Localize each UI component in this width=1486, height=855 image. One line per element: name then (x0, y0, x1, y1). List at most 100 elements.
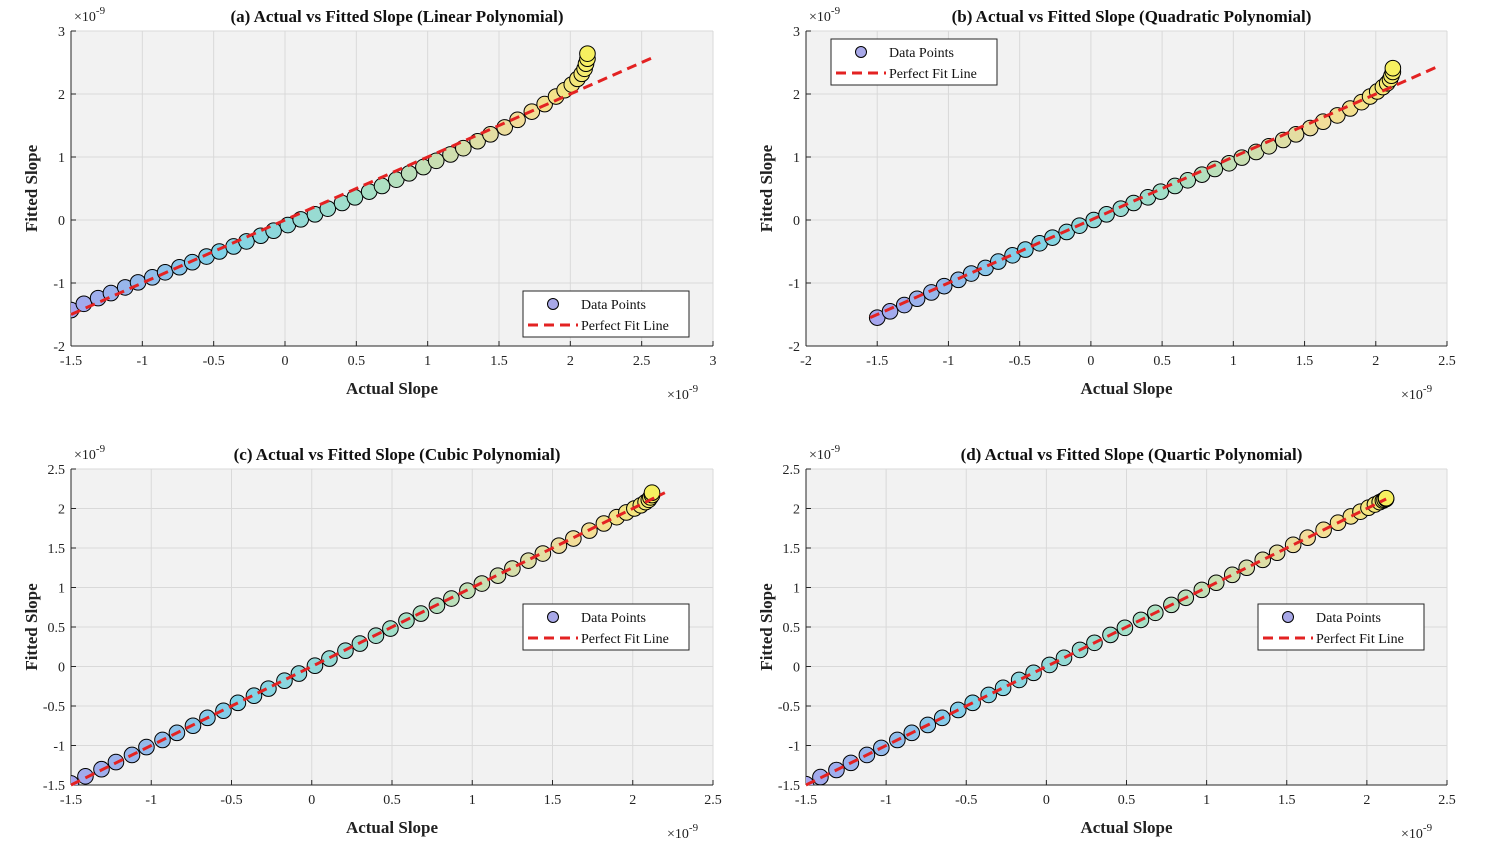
x-tick-label: -0.5 (220, 793, 242, 808)
x-tick-label: 2 (567, 354, 574, 369)
perfect-fit-line (70, 54, 657, 316)
perfect-fit-line (869, 64, 1441, 320)
x-tick-label: -1.5 (795, 793, 817, 808)
data-point (306, 657, 324, 675)
y-tick-label: 0.5 (48, 621, 66, 636)
y-tick-label: -1 (53, 277, 65, 292)
data-point (1238, 559, 1255, 577)
y-axis-label: Fitted Slope (22, 583, 41, 671)
x-tick-label: 1.5 (490, 354, 508, 369)
data-point (229, 694, 247, 712)
data-point (534, 545, 552, 562)
x-tick-label: 2.5 (1438, 354, 1456, 369)
data-point (373, 177, 391, 195)
legend: Data Points Perfect Fit Line (522, 603, 690, 651)
y-tick-label: -1 (788, 277, 800, 292)
data-point (1284, 536, 1302, 554)
x-axis-label: Actual Slope (346, 379, 439, 398)
y-exponent-label: ×10-9 (809, 5, 841, 25)
y-tick-label: 1.5 (783, 542, 801, 557)
data-point (1025, 664, 1042, 682)
data-point (881, 303, 899, 320)
x-tick-label: 0.5 (383, 793, 401, 808)
chart-panel-4: -1.5 -1 -0.5 0 0.5 1 1.5 2 2.5 -1.5 -1 -0.5 0 0.5 1 1.5… (757, 443, 1456, 842)
legend-marker-data-points (547, 298, 559, 310)
data-point (482, 126, 499, 143)
data-point (1055, 649, 1073, 667)
x-exponent-label: ×10-9 (667, 822, 699, 842)
chart-title: (b) Actual vs Fitted Slope (Quadratic Po… (952, 7, 1312, 26)
x-tick-label: 1.5 (1278, 793, 1296, 808)
legend-label-fit-line: Perfect Fit Line (581, 319, 669, 334)
y-tick-label: 0 (793, 661, 800, 676)
data-point (1299, 529, 1316, 547)
x-tick-label: 1.5 (544, 793, 562, 808)
x-tick-label: -1 (145, 793, 157, 808)
chart-title: (c) Actual vs Fitted Slope (Cubic Polyno… (234, 445, 561, 464)
data-point (75, 295, 93, 313)
y-tick-label: 1 (58, 151, 65, 166)
legend-label-data-points: Data Points (581, 298, 646, 313)
x-tick-label: 2.5 (1438, 793, 1456, 808)
x-axis-label: Actual Slope (346, 818, 439, 837)
data-point (260, 680, 277, 697)
x-tick-label: -1.5 (60, 354, 82, 369)
x-tick-label: 0 (1043, 793, 1050, 808)
data-point (990, 253, 1007, 270)
x-tick-label: 1.5 (1296, 354, 1314, 369)
y-tick-label: -1 (53, 740, 65, 755)
y-exponent-label: ×10-9 (74, 443, 106, 463)
x-tick-label: -1.5 (866, 354, 888, 369)
data-point (276, 672, 293, 690)
x-tick-label: -0.5 (203, 354, 225, 369)
x-tick-label: 2 (629, 793, 636, 808)
y-tick-label: -0.5 (778, 700, 800, 715)
x-tick-label: 2 (1372, 354, 1379, 369)
data-point (509, 111, 526, 129)
y-tick-label: 1.5 (48, 542, 66, 557)
legend-marker-data-points (547, 611, 559, 623)
y-tick-label: 2.5 (48, 463, 66, 478)
y-exponent-label: ×10-9 (809, 443, 841, 463)
y-tick-label: -1 (788, 740, 800, 755)
y-tick-label: 3 (58, 25, 65, 40)
chart-title: (a) Actual vs Fitted Slope (Linear Polyn… (230, 7, 563, 26)
legend-label-data-points: Data Points (581, 611, 646, 626)
y-tick-label: -1.5 (778, 779, 800, 794)
x-tick-label: 2.5 (633, 354, 651, 369)
x-tick-label: -2 (800, 354, 812, 369)
data-point (962, 265, 980, 282)
x-tick-label: 0 (282, 354, 289, 369)
perfect-fit-line (805, 497, 1387, 787)
y-tick-label: 0.5 (783, 621, 801, 636)
data-point (427, 152, 445, 170)
y-tick-label: -2 (53, 340, 65, 355)
legend-marker-data-points (855, 46, 867, 58)
perfect-fit-line (70, 491, 666, 787)
data-point (1268, 544, 1286, 562)
data-point (1041, 656, 1058, 674)
x-tick-label: 1 (1230, 354, 1237, 369)
y-tick-label: 2 (793, 503, 800, 518)
legend: Data Points Perfect Fit Line (522, 290, 690, 338)
data-point (1010, 671, 1028, 689)
y-axis-label: Fitted Slope (757, 144, 776, 232)
data-point (579, 45, 596, 62)
y-tick-label: 1 (793, 151, 800, 166)
chart-panel-1: -1.5 -1 -0.5 0 0.5 1 1.5 2 2.5 3 -2 -1 0 1 2 3 ×10-9 ×10-… (22, 5, 717, 403)
chart-panel-3: -1.5 -1 -0.5 0 0.5 1 1.5 2 2.5 -1.5 -1 -0.5 0 0.5 1 1.5… (22, 443, 722, 842)
legend-label-fit-line: Perfect Fit Line (581, 632, 669, 647)
legend: Data Points Perfect Fit Line (1257, 603, 1425, 651)
x-exponent-label: ×10-9 (667, 383, 699, 403)
x-exponent-label: ×10-9 (1401, 383, 1433, 403)
y-tick-label: 2 (58, 503, 65, 518)
data-point (550, 537, 568, 554)
data-point (489, 567, 507, 584)
y-axis-label: Fitted Slope (757, 583, 776, 671)
x-tick-label: 0.5 (348, 354, 366, 369)
x-tick-label: 3 (710, 354, 717, 369)
x-tick-label: -1 (136, 354, 148, 369)
data-point (400, 165, 418, 182)
legend-marker-data-points (1282, 611, 1294, 623)
